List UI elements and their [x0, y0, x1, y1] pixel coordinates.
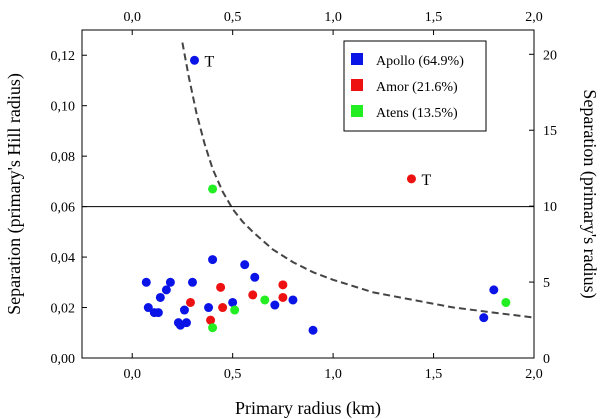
x-tick-label-bottom: 1,5 [425, 367, 443, 382]
y-tick-label-right: 5 [543, 276, 550, 291]
y-tick-label-left: 0,12 [51, 49, 76, 64]
y-tick-label-left: 0,00 [51, 352, 76, 367]
legend-box [343, 40, 487, 132]
legend-swatch-atens [351, 105, 363, 117]
legend: Apollo (64.9%) Amor (21.6%) Atens (13.5%… [343, 40, 487, 132]
data-point-apollo [187, 277, 197, 287]
y-tick-label-left: 0,08 [51, 150, 76, 165]
x-tick-label-top: 1,0 [324, 10, 342, 25]
y-tick-label-left: 0,10 [51, 100, 76, 115]
data-point-amor [185, 297, 195, 307]
data-point-amor [218, 303, 228, 313]
y-tick-label-right: 15 [543, 124, 557, 139]
y-tick-label-left: 0,06 [51, 201, 76, 216]
legend-label-atens: Atens (13.5%) [376, 106, 458, 121]
data-point-apollo [250, 272, 260, 282]
data-point-apollo [208, 255, 218, 265]
data-point-amor [248, 290, 258, 300]
data-point-amor [206, 315, 216, 325]
data-point-atens [208, 323, 218, 333]
y-tick-label-right: 20 [543, 48, 557, 63]
data-point-amor [278, 292, 288, 302]
x-tick-label-top: 0,0 [123, 10, 141, 25]
annotation-label: T [204, 53, 214, 70]
data-point-apollo [179, 305, 189, 315]
data-point-apollo [489, 285, 499, 295]
data-point-apollo [155, 292, 165, 302]
data-point-apollo [161, 285, 171, 295]
x-tick-label-bottom: 1,0 [324, 367, 342, 382]
x-tick-label-bottom: 0,0 [123, 367, 141, 382]
data-point-apollo [308, 325, 318, 335]
y-axis-label-right: Separation (primary's radius) [579, 89, 600, 298]
legend-swatch-apollo [351, 53, 363, 65]
x-axis-label: Primary radius (km) [235, 398, 381, 419]
legend-label-amor: Amor (21.6%) [376, 80, 458, 95]
x-tick-label-top: 2,0 [525, 10, 543, 25]
data-point-apollo [165, 277, 175, 287]
data-point-apollo [228, 297, 238, 307]
data-point-apollo [240, 260, 250, 270]
x-tick-label-bottom: 0,5 [224, 367, 242, 382]
annotation-label: T [421, 172, 431, 189]
x-tick-label-top: 1,5 [425, 10, 443, 25]
y-tick-label-left: 0,04 [51, 251, 76, 266]
data-point-apollo [141, 277, 151, 287]
data-point-apollo [181, 318, 191, 328]
data-point-apollo [288, 295, 298, 305]
dashed-limit-curve [181, 42, 535, 319]
y-axis-label-left: Separation (primary's Hill radius) [4, 73, 25, 315]
legend-swatch-amor [351, 79, 363, 91]
data-point-atens [501, 297, 511, 307]
data-point-amor [406, 174, 416, 184]
data-point-apollo [143, 303, 153, 313]
data-point-apollo [189, 55, 199, 65]
data-point-atens [230, 305, 240, 315]
data-point-apollo [153, 308, 163, 318]
legend-label-apollo: Apollo (64.9%) [376, 54, 464, 69]
y-tick-label-left: 0,02 [51, 302, 76, 317]
data-point-atens [260, 295, 270, 305]
x-tick-label-top: 0,5 [224, 10, 242, 25]
data-point-apollo [204, 303, 214, 313]
data-point-apollo [479, 313, 489, 323]
y-tick-label-right: 10 [543, 200, 557, 215]
data-point-amor [278, 280, 288, 290]
y-tick-label-right: 0 [543, 352, 550, 367]
data-point-apollo [270, 300, 280, 310]
data-point-atens [208, 184, 218, 194]
x-tick-label-bottom: 2,0 [525, 367, 543, 382]
data-point-amor [216, 282, 226, 292]
